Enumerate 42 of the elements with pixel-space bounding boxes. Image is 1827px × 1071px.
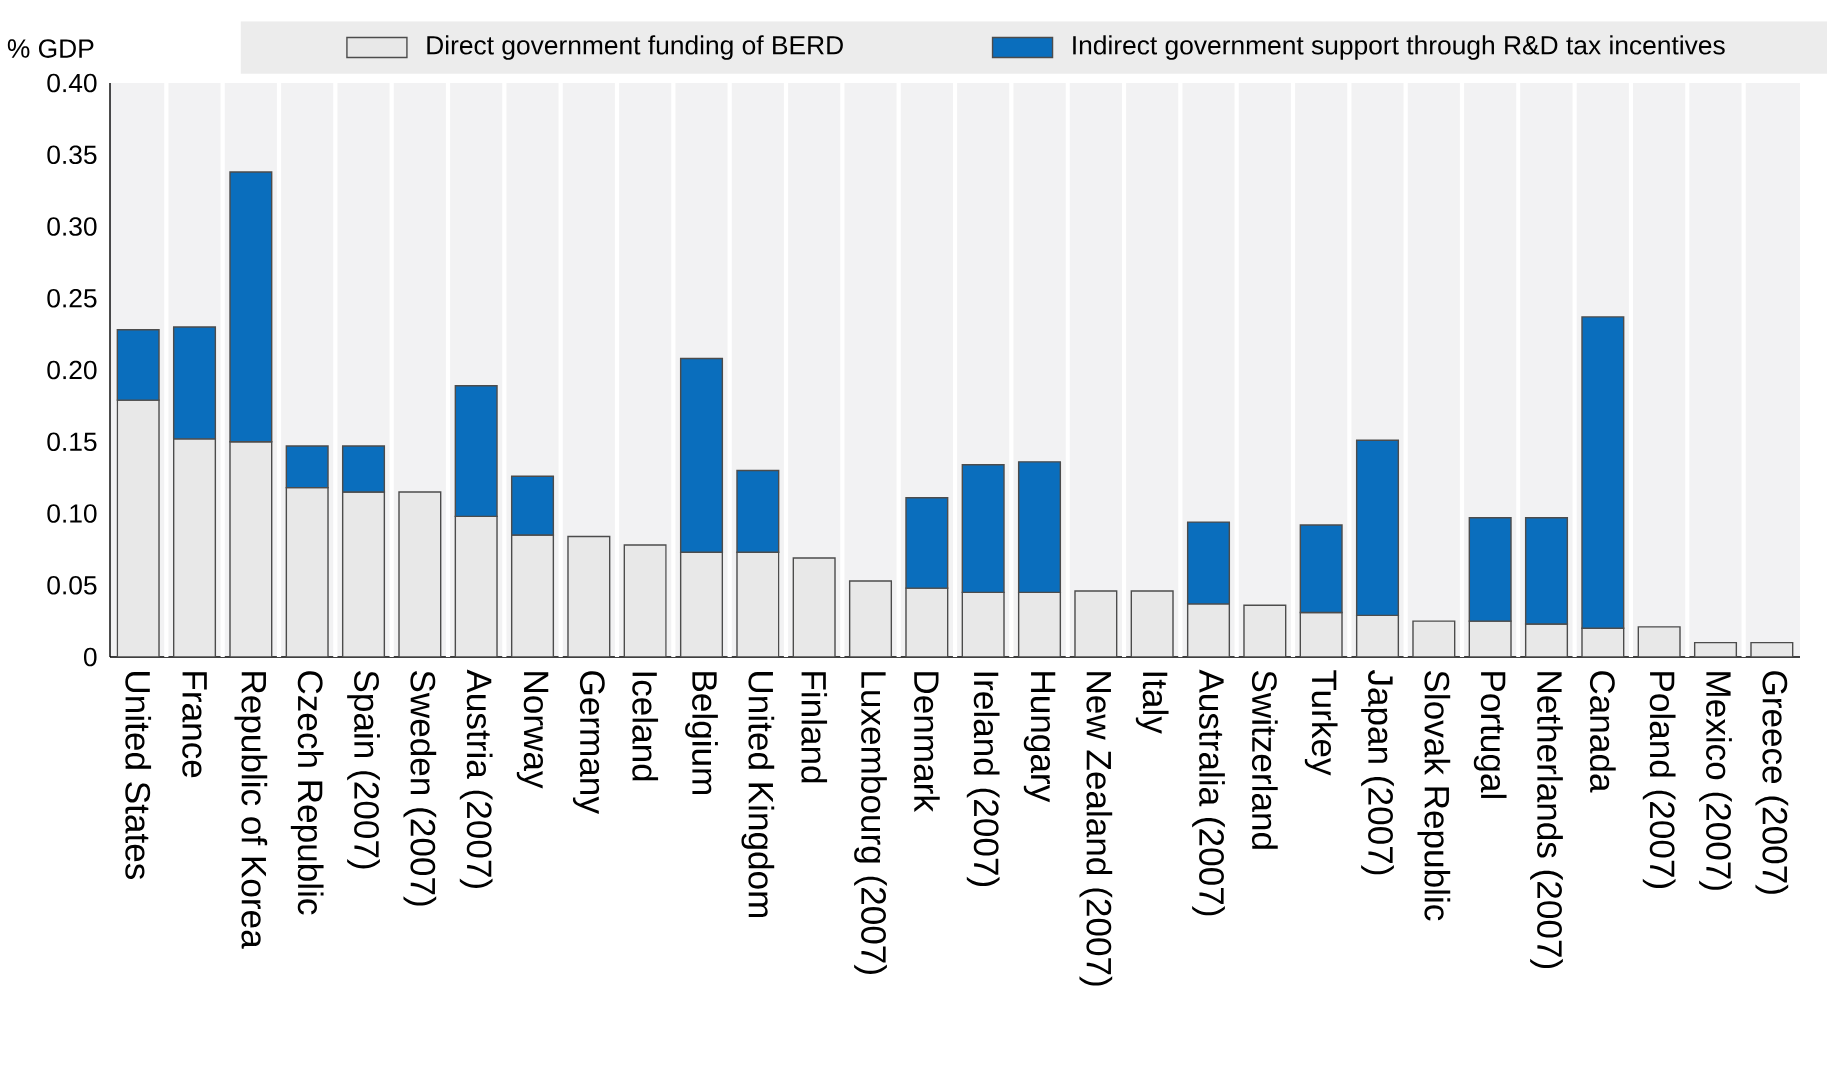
x-tick-label: Republic of Korea (234, 672, 268, 949)
y-axis-title: % GDP (7, 39, 94, 58)
x-tick-label: Denmark (913, 672, 940, 813)
y-tick-label: 0.20 (47, 360, 97, 380)
x-tick-label: Poland (2007) (1642, 672, 1676, 888)
x-tick-label: Spain (2007) (347, 671, 380, 869)
x-tick-label: Ireland (2007) (966, 672, 1000, 886)
x-tick-label: Switzerland (1251, 671, 1278, 849)
y-tick-label: 0 (83, 647, 97, 667)
y-tick-label: 0.15 (47, 432, 97, 452)
x-tick-label: Hungary (1023, 672, 1056, 803)
y-tick-label: 0.35 (47, 145, 97, 165)
x-tick-label: Portugal (1473, 672, 1507, 798)
x-tick-label: Netherlands (2007) (1530, 672, 1563, 969)
x-tick-label: Japan (2007) (1361, 669, 1394, 875)
x-tick-label: Sweden (2007) (403, 671, 437, 906)
legend-label: Direct government funding of BERD (427, 35, 843, 60)
x-tick-label: Luxembourg (2007) (854, 672, 887, 974)
x-tick-label: Czech Republic (290, 671, 324, 915)
y-tick-label: 0.30 (47, 217, 97, 236)
x-tick-label: Canada (1589, 671, 1616, 793)
y-tick-label: 0.10 (47, 504, 97, 523)
x-tick-label: Belgium (685, 672, 718, 795)
x-tick-label: Austria (2007) (459, 669, 493, 888)
legend-label: Indirect government support through R&D tax incentives (1073, 35, 1725, 60)
x-tick-label: Norway (516, 672, 549, 789)
x-tick-label: United States (125, 672, 152, 880)
x-tick-label: Finland (801, 672, 828, 783)
x-tick-label: Slovak Republic (1417, 671, 1451, 921)
x-tick-label: Greece (2007) (1755, 671, 1789, 894)
x-tick-label: Italy (1135, 672, 1169, 734)
y-tick-label: 0.05 (47, 575, 97, 595)
x-tick-label: New Zealand (2007) (1079, 672, 1113, 986)
x-tick-label: Iceland (632, 672, 659, 781)
x-tick-label: France (182, 672, 207, 778)
y-tick-label: 0.25 (47, 288, 97, 308)
y-tick-label: 0.40 (47, 73, 97, 93)
x-tick-label: United Kingdom (741, 672, 775, 918)
x-tick-label: Germany (572, 671, 605, 814)
x-tick-label: Turkey (1304, 670, 1338, 776)
x-tick-label: Mexico (2007) (1699, 672, 1732, 890)
x-tick-label: Australia (2007) (1192, 669, 1225, 916)
